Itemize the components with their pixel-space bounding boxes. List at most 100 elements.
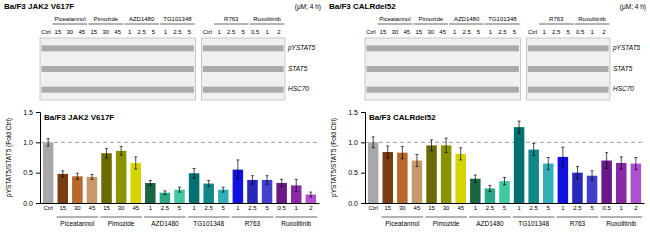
error-bar [105, 148, 108, 158]
lane-label: 45 [439, 29, 446, 35]
y-axis: 0.00.51.01.5 [23, 109, 40, 207]
tick-label: 30 [118, 205, 125, 211]
error-bar [90, 174, 93, 179]
group-label: AZD1480 [454, 16, 480, 22]
blot-band [203, 66, 284, 72]
lane-label: Ctrl [366, 29, 375, 35]
error-bar [605, 153, 608, 169]
tick: 2.5 [486, 203, 495, 211]
lane-label: 5 [152, 29, 156, 35]
tick-label: 0.5 [602, 205, 611, 211]
tick-label: 5 [178, 205, 182, 211]
tick: 5 [547, 203, 551, 211]
error-bar-stem [150, 181, 151, 186]
tick: 45 [457, 203, 464, 211]
group-label: Pimozide [108, 220, 135, 227]
tick: 2.5 [573, 203, 582, 211]
tick: 1 [149, 203, 153, 211]
tick: 45 [132, 203, 139, 211]
error-bar-cap [163, 190, 166, 191]
tick: 1 [517, 203, 521, 211]
row-label: STAT5 [613, 65, 633, 72]
group-overline [575, 24, 610, 25]
error-bar-cap [459, 147, 462, 148]
bar [426, 145, 437, 203]
error-bar-stem [519, 121, 520, 133]
error-bar [207, 181, 210, 187]
tick-label: 30 [399, 205, 406, 211]
lane-label: 15 [380, 29, 387, 35]
tick: 5 [503, 203, 507, 211]
group-overline [378, 24, 413, 25]
group-label: Ruxolitinib [281, 220, 311, 227]
tick-label: 5 [503, 205, 507, 211]
error-bar-cap [503, 177, 506, 178]
error-bar [309, 192, 312, 197]
error-bar-cap [605, 168, 608, 169]
error-bar-cap [251, 175, 254, 176]
error-bar-stem [475, 175, 476, 182]
group-underline [144, 217, 186, 218]
tick: 1 [295, 203, 299, 211]
tick: 2.5 [248, 203, 257, 211]
blot-panel: Ba/F3 CALRdel52(μM; 4 h)Ctrl153045153045… [329, 2, 646, 100]
tick-label: 2 [309, 205, 313, 211]
tick: 0.0 [348, 200, 365, 207]
error-bar-cap [430, 139, 433, 140]
tick: 30 [399, 203, 406, 211]
bar-chart: 0.00.51.01.5Ctrl15304515304512.5512.5512… [330, 109, 645, 227]
axis-line [361, 113, 366, 204]
error-bar [561, 147, 564, 166]
blot-box [365, 38, 520, 100]
lane-label: 0.5 [251, 29, 260, 35]
error-bar-cap [576, 166, 579, 167]
tick-mark [361, 112, 365, 113]
tick-label: 2.5 [205, 205, 214, 211]
error-bar [178, 187, 181, 192]
error-bar-cap [474, 175, 477, 176]
tick: 0.5 [602, 203, 611, 211]
tick-label: 2.5 [486, 205, 495, 211]
group-underline [275, 217, 317, 218]
tick-label: 0.5 [277, 205, 286, 211]
bar [412, 161, 423, 203]
blot-band [367, 66, 519, 72]
tick: 1.5 [23, 109, 40, 116]
group-label: AZD1480 [476, 220, 504, 227]
error-bar-cap [61, 170, 64, 171]
tick-label: 15 [384, 205, 391, 211]
tick: 1.5 [348, 109, 365, 116]
tick-label: 30 [443, 205, 450, 211]
error-bar [591, 171, 594, 181]
tick: 2.5 [205, 203, 214, 211]
error-bar-cap [280, 186, 283, 187]
lane-label: 1 [164, 29, 168, 35]
lane-label: 45 [403, 29, 410, 35]
error-bar [430, 140, 433, 151]
error-bar-stem [592, 171, 593, 181]
lane-label: 15 [55, 29, 62, 35]
bar [160, 193, 171, 203]
error-bar-cap [90, 179, 93, 180]
tick-label: 1 [517, 205, 521, 211]
bar [397, 153, 408, 203]
tick: 45 [414, 203, 421, 211]
error-bar [372, 137, 375, 148]
tick-label: 2.5 [530, 205, 539, 211]
chart-title: Ba/F3 JAK2 V617F [44, 113, 114, 122]
error-bar [266, 176, 269, 184]
tick-label: 1.5 [348, 109, 358, 116]
error-bar-stem [252, 176, 253, 184]
error-bar-cap [193, 178, 196, 179]
blot-band [528, 87, 609, 93]
tick: 0.5 [348, 169, 365, 176]
lane-label: 2 [602, 29, 606, 35]
annotation: (μM; 4 h) [295, 3, 321, 11]
tick: 1.0 [348, 139, 365, 146]
tick: 5 [178, 203, 182, 211]
error-bar-stem [121, 147, 122, 155]
group-overline [214, 24, 249, 25]
tick-mark [36, 142, 40, 143]
bar [101, 153, 112, 203]
error-bar-stem [562, 147, 563, 166]
